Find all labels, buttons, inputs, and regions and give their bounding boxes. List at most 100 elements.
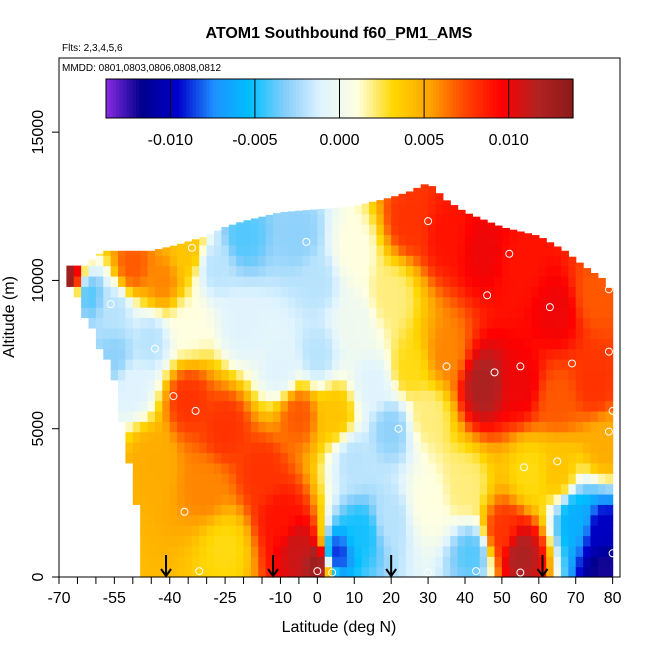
profile-point — [516, 568, 525, 577]
heat-cell — [575, 483, 584, 495]
heat-cell — [494, 483, 503, 495]
heat-cell — [450, 296, 459, 308]
heat-cell — [361, 473, 370, 485]
heat-cell — [214, 296, 222, 308]
heat-cell — [236, 348, 245, 360]
heat-cell — [494, 379, 503, 391]
heat-cell — [546, 317, 555, 329]
heat-cell — [524, 265, 533, 277]
heat-cell — [524, 327, 533, 339]
heat-cell — [464, 483, 473, 495]
heat-cell — [191, 265, 200, 277]
heat-cell — [472, 452, 481, 464]
heat-cell — [405, 483, 414, 495]
heat-cell — [524, 379, 533, 391]
heat-cell — [575, 452, 584, 464]
heat-cell — [590, 369, 599, 381]
heat-cell — [479, 556, 488, 568]
heat-cell — [391, 307, 400, 319]
heat-cell — [95, 307, 104, 319]
heat-cell — [280, 275, 289, 287]
heat-cell — [383, 224, 392, 236]
heat-cell — [302, 286, 311, 298]
heat-cell — [472, 545, 481, 557]
heat-cell — [162, 452, 171, 464]
heat-cell — [413, 296, 422, 308]
heat-cell — [228, 338, 237, 350]
heat-cell — [405, 431, 414, 443]
heat-cell — [302, 224, 311, 236]
heat-cell — [273, 255, 282, 267]
heat-cell — [206, 348, 215, 360]
heat-cell — [568, 286, 577, 298]
heat-cell — [125, 400, 134, 412]
heat-cell — [538, 238, 547, 246]
colorbar-strip — [159, 79, 164, 118]
colorbar-strip — [449, 79, 454, 118]
heat-cell — [317, 327, 326, 339]
heat-cell — [583, 400, 592, 412]
heat-cell — [391, 359, 400, 370]
heat-cell — [516, 327, 525, 339]
heat-cell — [369, 255, 378, 267]
heat-cell — [501, 244, 510, 256]
heat-cell — [332, 338, 341, 350]
heat-cell — [258, 244, 267, 256]
heat-cell — [140, 442, 149, 454]
heat-cell — [228, 348, 237, 360]
heat-cell — [546, 421, 555, 433]
heat-cell — [509, 390, 518, 402]
heat-cell — [479, 275, 488, 287]
heat-cell — [546, 410, 555, 422]
heat-cell — [354, 286, 363, 298]
colorbar-strip — [362, 79, 367, 118]
heat-cell — [140, 493, 149, 505]
heat-cell — [450, 410, 459, 422]
heat-cell — [273, 442, 282, 454]
heat-cell — [605, 390, 614, 402]
heat-cell — [575, 545, 584, 557]
heat-cell — [132, 410, 141, 422]
heat-cell — [250, 244, 259, 256]
heat-cell — [487, 473, 496, 485]
heat-cell — [206, 566, 215, 578]
heat-cell — [369, 201, 378, 204]
heat-cell — [228, 452, 237, 464]
heat-cell — [398, 525, 407, 537]
heat-cell — [243, 317, 252, 329]
heat-cell — [132, 255, 141, 267]
heat-cell — [435, 234, 444, 246]
heat-cell — [228, 400, 237, 412]
heat-cell — [184, 255, 193, 267]
heat-cell — [464, 275, 473, 287]
heat-cell — [273, 286, 282, 298]
heat-cell — [428, 535, 437, 547]
heat-cell — [132, 442, 141, 454]
heat-cell — [590, 493, 599, 505]
heat-cell — [605, 514, 614, 526]
heat-cell — [376, 545, 385, 557]
heat-cell — [221, 234, 230, 246]
heat-cell — [546, 244, 555, 256]
heat-cell — [162, 400, 171, 412]
heat-cell — [560, 359, 569, 370]
heat-cell — [501, 369, 510, 381]
heat-cell — [339, 359, 348, 370]
heat-cell — [538, 504, 547, 516]
heat-cell — [236, 556, 245, 568]
heat-cell — [383, 359, 392, 370]
heat-cell — [309, 209, 318, 215]
heat-cell — [214, 230, 222, 236]
heat-cell — [191, 244, 200, 256]
heat-cell — [560, 483, 569, 495]
heat-cell — [243, 275, 252, 287]
heat-cell — [435, 400, 444, 412]
heat-cell — [184, 421, 193, 433]
heat-cell — [516, 504, 525, 516]
heat-cell — [243, 514, 252, 526]
x-tick-label: -25 — [214, 590, 237, 607]
heat-cell — [221, 296, 230, 308]
heat-cell — [206, 442, 215, 454]
heat-cell — [531, 514, 540, 526]
heat-cell — [501, 566, 510, 578]
